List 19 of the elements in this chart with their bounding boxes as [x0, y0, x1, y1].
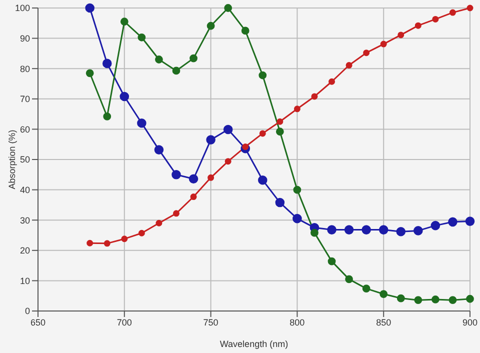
- y-tick-label: 30: [20, 215, 30, 226]
- x-tick-label: 750: [203, 317, 218, 328]
- y-tick-label: 100: [14, 3, 30, 14]
- y-tick-label: 70: [20, 94, 30, 104]
- y-tick-label: 50: [20, 154, 30, 165]
- x-tick-label: 800: [290, 317, 305, 328]
- y-tick-label: 40: [20, 184, 30, 195]
- y-tick-label: 80: [20, 64, 30, 74]
- y-tick-label: 10: [20, 276, 30, 286]
- y-tick-label: 60: [20, 124, 30, 134]
- y-tick-label: 0: [24, 306, 30, 316]
- x-tick-label: 850: [376, 317, 392, 328]
- y-tick-label: 20: [20, 246, 30, 256]
- x-tick-label: 900: [462, 317, 478, 328]
- y-axis-title: Absorption (%): [7, 130, 18, 190]
- x-tick-label: 650: [30, 317, 46, 328]
- x-axis-title: Wavelength (nm): [220, 339, 288, 349]
- x-tick-label: 700: [116, 317, 132, 328]
- y-tick-label: 90: [20, 33, 30, 44]
